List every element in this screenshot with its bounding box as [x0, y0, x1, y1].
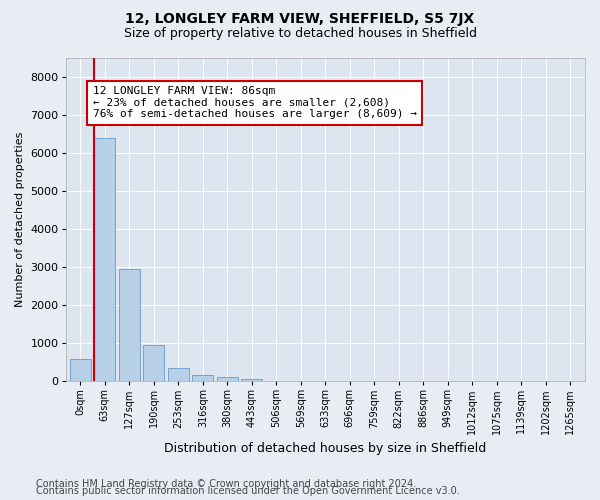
- Text: Contains HM Land Registry data © Crown copyright and database right 2024.: Contains HM Land Registry data © Crown c…: [36, 479, 416, 489]
- Text: 12 LONGLEY FARM VIEW: 86sqm
← 23% of detached houses are smaller (2,608)
76% of : 12 LONGLEY FARM VIEW: 86sqm ← 23% of det…: [92, 86, 416, 120]
- Y-axis label: Number of detached properties: Number of detached properties: [15, 132, 25, 307]
- Text: Size of property relative to detached houses in Sheffield: Size of property relative to detached ho…: [124, 28, 476, 40]
- Bar: [241, 378, 262, 381]
- X-axis label: Distribution of detached houses by size in Sheffield: Distribution of detached houses by size …: [164, 442, 487, 455]
- Bar: [168, 368, 189, 381]
- Bar: [94, 138, 115, 381]
- Bar: [193, 375, 213, 381]
- Bar: [217, 378, 238, 381]
- Text: 12, LONGLEY FARM VIEW, SHEFFIELD, S5 7JX: 12, LONGLEY FARM VIEW, SHEFFIELD, S5 7JX: [125, 12, 475, 26]
- Bar: [119, 269, 140, 381]
- Text: Contains public sector information licensed under the Open Government Licence v3: Contains public sector information licen…: [36, 486, 460, 496]
- Bar: [70, 359, 91, 381]
- Bar: [143, 344, 164, 381]
